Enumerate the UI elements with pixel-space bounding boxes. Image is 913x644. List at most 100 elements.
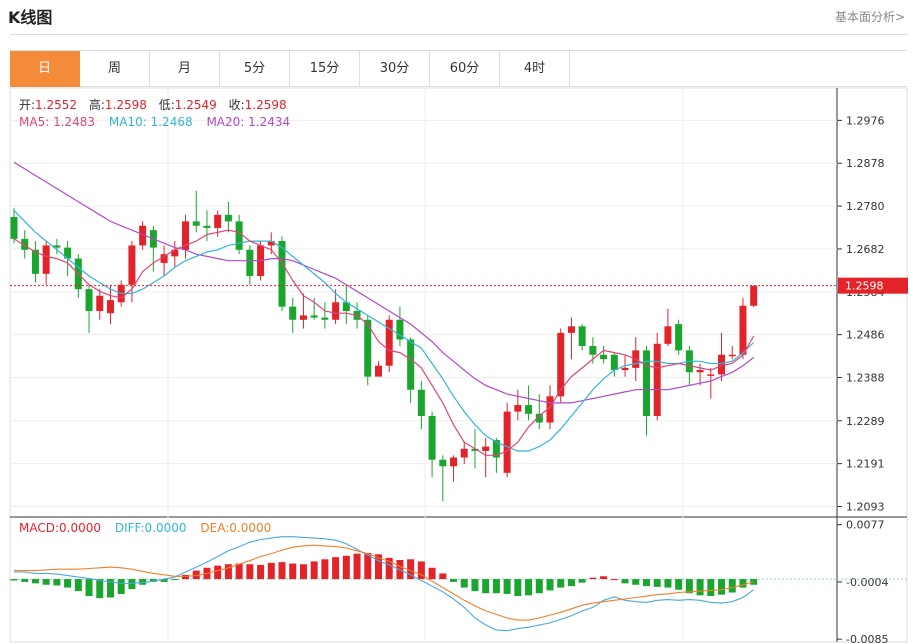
candle[interactable] bbox=[407, 337, 415, 403]
candle[interactable] bbox=[396, 306, 404, 347]
candle[interactable] bbox=[567, 317, 575, 360]
candle[interactable] bbox=[600, 346, 608, 364]
candle[interactable] bbox=[653, 332, 661, 421]
macd-histogram-bar bbox=[128, 579, 136, 589]
candle[interactable] bbox=[696, 363, 704, 386]
price-tick-label-9: 1.2093 bbox=[846, 501, 885, 514]
candle[interactable] bbox=[182, 214, 190, 259]
candle[interactable] bbox=[235, 214, 243, 255]
tab-4hour[interactable]: 4时 bbox=[500, 51, 570, 87]
tab-week[interactable]: 周 bbox=[80, 51, 150, 87]
candle[interactable] bbox=[310, 297, 318, 320]
candle[interactable] bbox=[750, 285, 758, 308]
tab-month[interactable]: 月 bbox=[150, 51, 220, 87]
ma10-label: MA10: bbox=[108, 115, 147, 129]
candle[interactable] bbox=[525, 385, 533, 421]
price-tick-label-7: 1.2289 bbox=[846, 415, 885, 428]
candle[interactable] bbox=[21, 230, 29, 259]
candle[interactable] bbox=[482, 437, 490, 478]
macd-histogram-bar bbox=[10, 579, 18, 581]
macd-histogram-bar bbox=[257, 564, 265, 580]
candle[interactable] bbox=[439, 455, 447, 502]
macd-histogram-bar bbox=[417, 561, 425, 580]
macd-readout: MACD:0.0000 DIFF:0.0000 DEA:0.0000 bbox=[19, 521, 271, 535]
ma-readout: MA5: 1.2483 MA10: 1.2468 MA20: 1.2434 bbox=[19, 115, 290, 129]
candle[interactable] bbox=[664, 308, 672, 347]
candle[interactable] bbox=[299, 293, 307, 329]
candle[interactable] bbox=[85, 284, 93, 333]
dea-value: 0.0000 bbox=[229, 521, 272, 535]
candle[interactable] bbox=[578, 324, 586, 351]
macd-histogram-bar bbox=[503, 579, 511, 594]
candle[interactable] bbox=[385, 315, 393, 373]
candle[interactable] bbox=[557, 328, 565, 403]
price-tick-label-6: 1.2388 bbox=[846, 371, 885, 384]
tab-5min[interactable]: 5分 bbox=[220, 51, 290, 87]
macd-histogram-bar bbox=[642, 579, 650, 587]
candle[interactable] bbox=[450, 455, 458, 482]
macd-histogram-bar bbox=[450, 579, 458, 582]
macd-histogram-bar bbox=[21, 579, 29, 582]
candle[interactable] bbox=[428, 411, 436, 478]
candle[interactable] bbox=[739, 297, 747, 360]
candle[interactable] bbox=[31, 241, 39, 283]
candle[interactable] bbox=[718, 332, 726, 381]
candle[interactable] bbox=[535, 394, 543, 430]
candle[interactable] bbox=[289, 297, 297, 333]
candle[interactable] bbox=[728, 346, 736, 360]
macd-histogram-bar bbox=[600, 576, 608, 580]
macd-histogram-bar bbox=[53, 579, 61, 586]
candle[interactable] bbox=[460, 442, 468, 465]
candle[interactable] bbox=[171, 241, 179, 268]
low-label: 低: bbox=[158, 98, 175, 112]
tab-60min[interactable]: 60分 bbox=[430, 51, 500, 87]
candle[interactable] bbox=[139, 221, 147, 250]
ma5-value: 1.2483 bbox=[53, 115, 96, 129]
open-value: 1.2552 bbox=[35, 98, 78, 112]
macd-histogram-bar bbox=[267, 562, 275, 580]
dea-label: DEA: bbox=[200, 521, 230, 535]
macd-tick-label-1: -0.0004 bbox=[846, 576, 888, 589]
candle[interactable] bbox=[332, 289, 340, 325]
candle[interactable] bbox=[707, 367, 715, 399]
tab-30min[interactable]: 30分 bbox=[360, 51, 430, 87]
macd-histogram-bar bbox=[439, 573, 447, 580]
candle[interactable] bbox=[192, 190, 200, 233]
candle[interactable] bbox=[128, 241, 136, 303]
macd-histogram-bar bbox=[160, 579, 168, 582]
candle[interactable] bbox=[53, 238, 61, 255]
ma10-value: 1.2468 bbox=[150, 115, 193, 129]
tab-day[interactable]: 日 bbox=[10, 51, 80, 87]
candle[interactable] bbox=[675, 319, 683, 355]
candle[interactable] bbox=[160, 245, 168, 277]
candle[interactable] bbox=[374, 361, 382, 377]
candle[interactable] bbox=[364, 315, 372, 386]
ma5-line bbox=[13, 229, 755, 456]
candle[interactable] bbox=[642, 346, 650, 436]
candle[interactable] bbox=[42, 241, 50, 285]
candle[interactable] bbox=[203, 210, 211, 242]
candle[interactable] bbox=[224, 201, 232, 233]
candle[interactable] bbox=[503, 402, 511, 478]
candle[interactable] bbox=[106, 284, 114, 325]
current-price-label: 1.2598 bbox=[845, 280, 884, 293]
candle[interactable] bbox=[342, 284, 350, 325]
candle[interactable] bbox=[278, 236, 286, 312]
candle[interactable] bbox=[321, 302, 329, 329]
macd-tick-label-2: -0.0085 bbox=[846, 633, 888, 644]
fundamental-analysis-link[interactable]: 基本面分析> bbox=[834, 10, 905, 24]
candle[interactable] bbox=[610, 352, 618, 377]
tab-15min[interactable]: 15分 bbox=[290, 51, 360, 87]
candle[interactable] bbox=[10, 208, 18, 244]
candle[interactable] bbox=[514, 389, 522, 421]
candle[interactable] bbox=[96, 289, 104, 320]
macd-histogram-bar bbox=[182, 574, 190, 580]
macd-histogram-bar bbox=[385, 557, 393, 580]
chart-frame bbox=[9, 87, 908, 643]
macd-histogram-bar bbox=[514, 579, 522, 597]
macd-tick-label-0: 0.0077 bbox=[846, 519, 885, 532]
high-label: 高: bbox=[88, 98, 105, 112]
candle[interactable] bbox=[246, 245, 254, 285]
candle[interactable] bbox=[417, 380, 425, 430]
